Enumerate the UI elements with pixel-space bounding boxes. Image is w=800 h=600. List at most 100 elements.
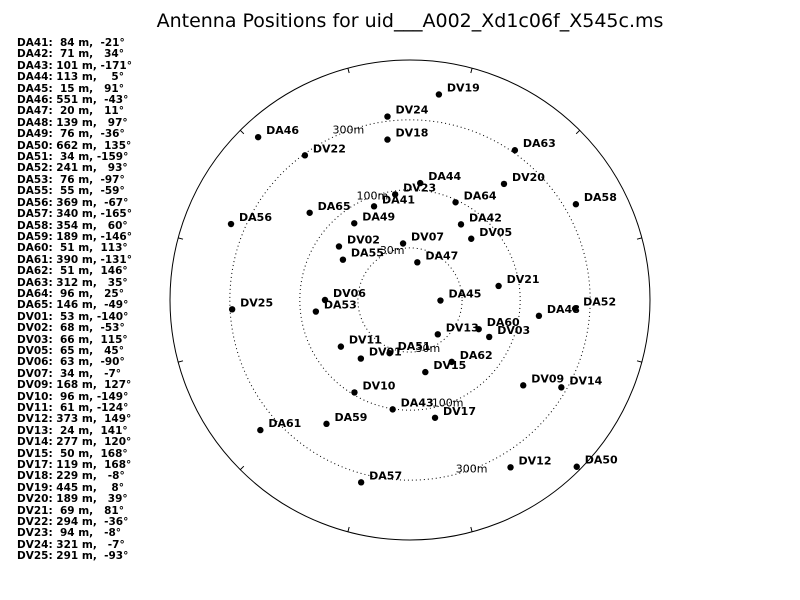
antenna-dv13: DV13 (434, 321, 479, 338)
antenna-label: DV20 (512, 171, 545, 184)
antenna-label: DV19 (447, 81, 480, 94)
antenna-dv19: DV19 (435, 81, 480, 98)
antenna-dv03: DV03 (486, 324, 530, 341)
antenna-marker (452, 199, 459, 206)
legend-row-dv21: DV21: 69 m, 81° (17, 504, 124, 517)
legend-row-dv10: DV10: 96 m, -149° (17, 390, 129, 403)
legend-row-dv19: DV19: 445 m, 8° (17, 481, 124, 494)
antenna-marker (357, 479, 365, 486)
antenna-marker (323, 420, 330, 428)
antenna-dv12: DV12 (507, 454, 551, 471)
antenna-dv22: DV22 (301, 142, 346, 159)
ring-100m (299, 189, 521, 411)
ring-300m (229, 119, 591, 481)
antenna-marker (254, 133, 262, 141)
antenna-marker (306, 209, 313, 216)
antenna-da48: DA48 (535, 303, 580, 320)
axis-tick (178, 360, 184, 363)
antenna-marker (495, 282, 502, 290)
antenna-da60: DA60 (475, 316, 520, 333)
antenna-marker (434, 331, 441, 338)
antenna-legend: DA41: 84 m, -21° DA42: 71 m, 34° DA43: 101… (17, 37, 132, 563)
legend-row-dv05: DV05: 65 m, 45° (17, 344, 124, 357)
antenna-label: DV07 (411, 230, 444, 243)
antenna-marker (312, 308, 320, 315)
antenna-da43: DA43 (389, 396, 434, 413)
legend-row-dv06: DV06: 63 m, -90° (17, 356, 125, 369)
antenna-dv18: DV18 (384, 127, 428, 143)
legend-row-da46: DA46: 551 m, -43° (17, 94, 129, 107)
axis-tick (347, 526, 350, 532)
antenna-label: DV14 (569, 374, 602, 387)
antenna-label: DA46 (266, 124, 299, 137)
legend-row-dv25: DV25: 291 m, -93° (17, 550, 129, 563)
antenna-da65: DA65 (306, 200, 351, 216)
antenna-marker (435, 91, 443, 98)
antenna-label: DA55 (351, 247, 384, 260)
antenna-marker (370, 203, 378, 210)
antenna-label: DA42 (469, 211, 502, 224)
antenna-da45: DA45 (437, 288, 481, 304)
antenna-da59: DA59 (323, 411, 367, 428)
outer-ring (169, 59, 651, 541)
antenna-label: DA53 (324, 299, 357, 312)
antenna-dv11: DV11 (337, 334, 382, 350)
legend-row-da58: DA58: 354 m, 60° (17, 219, 128, 232)
antenna-label: DV09 (531, 372, 564, 385)
antenna-dv17: DV17 (431, 405, 476, 421)
antenna-label: DA58 (584, 191, 617, 204)
antenna-label: DV11 (349, 334, 382, 347)
antenna-label: DA61 (268, 417, 301, 430)
antenna-label: DA44 (428, 170, 461, 183)
legend-row-da45: DA45: 15 m, 91° (17, 82, 124, 95)
antenna-marker (431, 414, 439, 421)
axis-tick (636, 360, 642, 363)
antenna-da64: DA64 (452, 189, 497, 206)
axis-tick (347, 68, 350, 74)
antenna-da57: DA57 (357, 469, 402, 486)
legend-row-da56: DA56: 369 m, -67° (17, 196, 129, 209)
legend-row-da52: DA52: 241 m, 93° (17, 162, 128, 175)
legend-row-dv07: DV07: 34 m, -7° (17, 367, 122, 380)
legend-row-dv14: DV14: 277 m, 120° (17, 436, 132, 449)
antenna-marker (571, 305, 579, 312)
antenna-da41: DA41 (370, 193, 415, 210)
antenna-da56: DA56 (227, 211, 272, 228)
antenna-marker (301, 152, 309, 159)
antenna-label: DV01 (369, 346, 402, 359)
antenna-marker (448, 358, 455, 366)
ring-label-100m: 100m (356, 189, 388, 202)
antenna-label: DV05 (479, 226, 512, 239)
antenna-marker (468, 235, 475, 242)
legend-row-dv24: DV24: 321 m, -7° (17, 538, 125, 551)
antenna-dv05: DV05 (468, 226, 512, 242)
chart-title: Antenna Positions for uid___A002_Xd1c06f… (156, 10, 664, 32)
legend-row-da62: DA62: 51 m, 146° (17, 265, 128, 278)
legend-row-dv20: DV20: 189 m, 39° (17, 493, 128, 506)
legend-row-dv09: DV09: 168 m, 127° (17, 379, 132, 392)
legend-row-dv03: DV03: 66 m, 115° (17, 333, 128, 346)
antenna-marker (457, 221, 465, 228)
antenna-dv02: DV02 (335, 233, 380, 250)
antenna-label: DV22 (313, 142, 346, 155)
antenna-da61: DA61 (257, 417, 301, 434)
antenna-da55: DA55 (339, 247, 384, 263)
antenna-da50: DA50 (573, 454, 618, 470)
antenna-da62: DA62 (448, 349, 493, 366)
antenna-marker (558, 384, 565, 391)
antenna-label: DA48 (547, 303, 580, 316)
antenna-marker (339, 256, 347, 263)
ring-label-300m: 300m (456, 462, 488, 475)
ring-labels: 30m 30m 100m 100m 300m 300m (333, 124, 488, 476)
antenna-da42: DA42 (457, 211, 502, 228)
antenna-marker (351, 220, 358, 227)
antenna-label: DV03 (497, 324, 530, 337)
antenna-da58: DA58 (572, 191, 617, 208)
antenna-marker (437, 297, 444, 304)
ring-label-30m: 30m (415, 342, 440, 355)
antenna-dv01: DV01 (357, 346, 402, 362)
antenna-label: DV15 (433, 359, 466, 372)
ring-label-300m: 300m (333, 124, 365, 137)
antenna-dv20: DV20 (500, 171, 545, 188)
legend-row-dv18: DV18: 229 m, -8° (17, 470, 125, 483)
